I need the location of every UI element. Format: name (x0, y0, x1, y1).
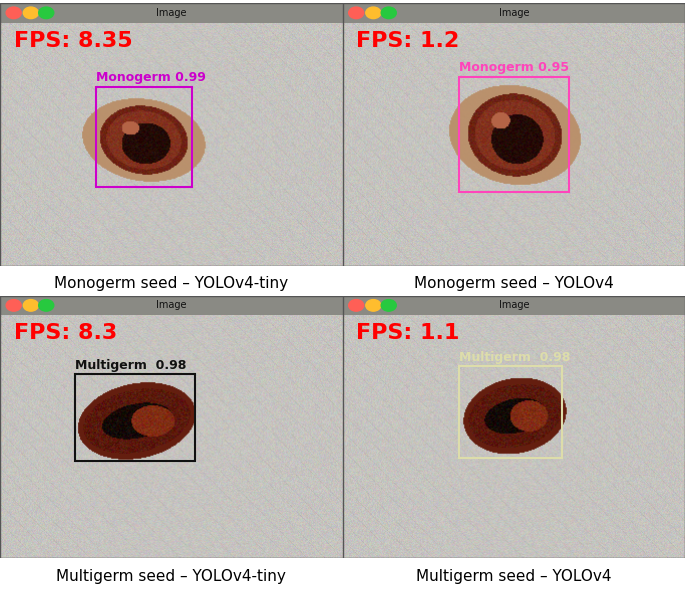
Bar (75, 374, 195, 461)
Text: Image: Image (499, 300, 529, 310)
Text: FPS: 8.35: FPS: 8.35 (14, 30, 132, 51)
Circle shape (366, 300, 381, 311)
Circle shape (349, 7, 364, 19)
Bar (0, 3, 342, 23)
Circle shape (349, 300, 364, 311)
Bar (459, 367, 562, 458)
Text: Multigerm seed – YOLOv4-tiny: Multigerm seed – YOLOv4-tiny (56, 568, 286, 584)
Text: FPS: 1.1: FPS: 1.1 (356, 323, 460, 343)
Text: Monogerm 0.95: Monogerm 0.95 (459, 61, 569, 74)
Circle shape (6, 7, 21, 19)
Circle shape (6, 300, 21, 311)
Bar (459, 76, 569, 192)
Bar (0, 296, 342, 315)
Circle shape (39, 300, 53, 311)
Text: FPS: 1.2: FPS: 1.2 (356, 30, 460, 51)
Text: Monogerm seed – YOLOv4-tiny: Monogerm seed – YOLOv4-tiny (54, 276, 288, 291)
Text: Monogerm seed – YOLOv4: Monogerm seed – YOLOv4 (414, 276, 614, 291)
Text: Image: Image (499, 8, 529, 18)
Circle shape (381, 7, 396, 19)
Text: Image: Image (156, 300, 186, 310)
Text: Image: Image (156, 8, 186, 18)
Text: Multigerm seed – YOLOv4: Multigerm seed – YOLOv4 (416, 568, 612, 584)
Circle shape (381, 300, 396, 311)
Bar (342, 3, 685, 23)
Circle shape (23, 7, 38, 19)
Bar (342, 296, 685, 315)
Circle shape (23, 300, 38, 311)
Text: Multigerm  0.98: Multigerm 0.98 (459, 351, 571, 364)
Text: Multigerm  0.98: Multigerm 0.98 (75, 359, 187, 372)
Text: FPS: 8.3: FPS: 8.3 (14, 323, 117, 343)
Circle shape (39, 7, 53, 19)
Circle shape (366, 7, 381, 19)
Text: Monogerm 0.99: Monogerm 0.99 (96, 72, 206, 84)
Bar (96, 87, 192, 187)
